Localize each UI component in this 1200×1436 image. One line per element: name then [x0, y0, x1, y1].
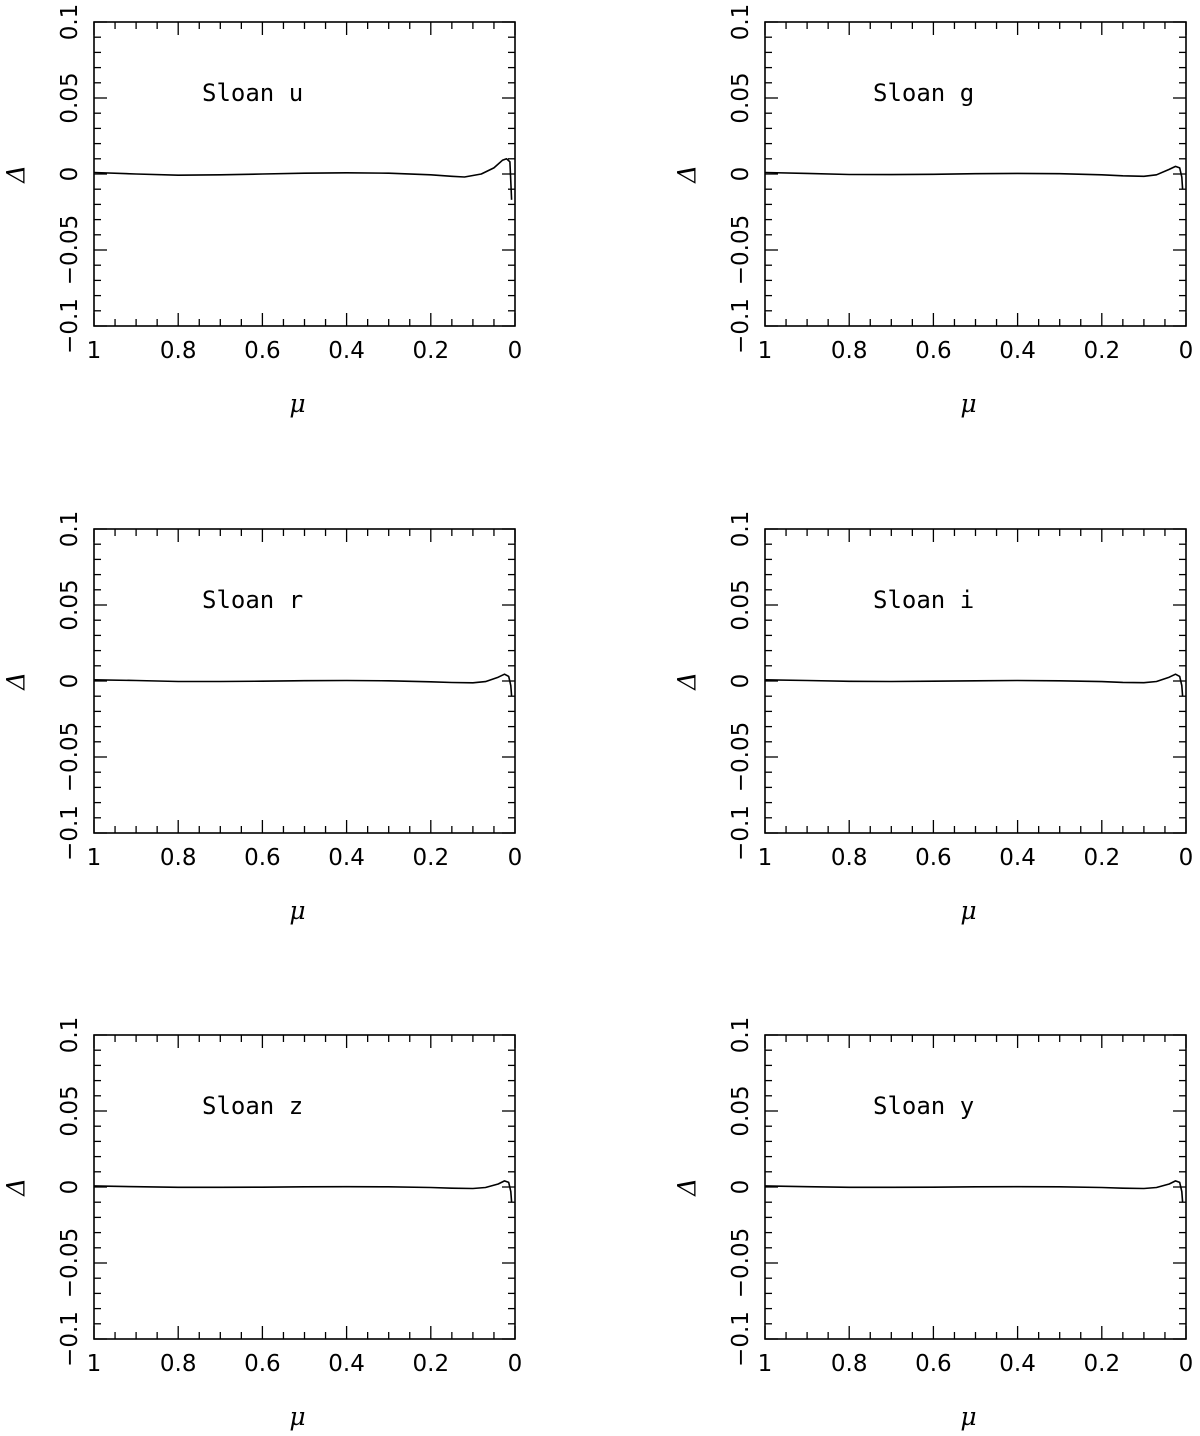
y-tick-label: 0.05 [728, 72, 754, 123]
y-tick-label: −0.05 [57, 722, 83, 792]
panel-label: Sloan g [873, 79, 974, 107]
x-tick-label: 0.8 [831, 1351, 868, 1377]
y-tick-label: 0.1 [728, 4, 754, 41]
series-line [764, 1180, 1184, 1203]
x-tick-label: 0 [508, 338, 523, 364]
x-tick-label: 0.6 [244, 845, 281, 871]
y-tick-label: 0.05 [728, 579, 754, 630]
x-tick-label: 0.2 [413, 1351, 450, 1377]
y-tick-label: 0.05 [57, 72, 83, 123]
y-tick-label: 0.1 [57, 1017, 83, 1054]
y-tick-label: −0.05 [728, 1228, 754, 1298]
x-tick-label: 1 [87, 1351, 102, 1377]
y-tick-label: −0.1 [728, 805, 754, 861]
y-tick-label: 0 [728, 167, 754, 182]
y-tick-label: 0 [728, 1180, 754, 1195]
x-tick-label: 0.8 [831, 845, 868, 871]
y-tick-label: −0.1 [57, 1311, 83, 1367]
x-tick-label: 0 [1179, 1351, 1194, 1377]
panel-label: Sloan y [873, 1092, 974, 1120]
x-tick-label: 0.4 [328, 1351, 365, 1377]
chart-panel-6: 1 0.8 0.6 0.4 0.2 0 −0.1 −0.05 0 0.05 0.1 μ Δ Sloan y [673, 1017, 1194, 1431]
x-tick-label: 0.2 [413, 338, 450, 364]
y-tick-label: −0.05 [57, 215, 83, 285]
y-tick-label: 0 [57, 167, 83, 182]
x-tick-label: 0.8 [831, 338, 868, 364]
x-tick-label: 0.4 [328, 338, 365, 364]
y-tick-label: 0.05 [57, 1085, 83, 1136]
x-axis-label: μ [960, 1402, 976, 1431]
x-tick-label: 0.2 [413, 845, 450, 871]
series-line [93, 673, 513, 697]
y-tick-label: 0.1 [57, 4, 83, 41]
x-axis-label: μ [289, 896, 305, 925]
y-tick-label: −0.05 [728, 722, 754, 792]
chart-panel-5: 1 0.8 0.6 0.4 0.2 0 −0.1 −0.05 0 0.05 0.1 μ Δ Sloan z [2, 1017, 523, 1431]
y-tick-label: 0.05 [728, 1085, 754, 1136]
y-tick-label: 0.1 [728, 511, 754, 548]
x-tick-label: 0.4 [999, 338, 1036, 364]
y-axis-label: Δ [673, 672, 702, 691]
x-axis-label: μ [960, 389, 976, 418]
chart-panel-3: 1 0.8 0.6 0.4 0.2 0 −0.1 −0.05 0 0.05 0.1 μ Δ Sloan r [2, 511, 523, 925]
chart-panel-1: 1 0.8 0.6 0.4 0.2 0 −0.1 −0.05 0 0.05 0.1 μ Δ Sloan u [2, 4, 523, 418]
y-axis-label: Δ [673, 1178, 702, 1197]
chart-panel-4: 1 0.8 0.6 0.4 0.2 0 −0.1 −0.05 0 0.05 0.1 μ Δ Sloan i [673, 511, 1194, 925]
series-line [764, 165, 1184, 190]
x-tick-label: 0.8 [160, 338, 197, 364]
panel-label: Sloan z [202, 1092, 303, 1120]
y-tick-label: 0.1 [57, 511, 83, 548]
series-line [93, 1180, 513, 1203]
x-tick-label: 0 [1179, 338, 1194, 364]
panel-label: Sloan r [202, 586, 303, 614]
y-tick-label: 0.05 [57, 579, 83, 630]
y-tick-label: −0.1 [57, 298, 83, 354]
x-tick-label: 0.6 [915, 845, 952, 871]
y-axis-label: Δ [2, 672, 31, 691]
y-tick-label: −0.05 [728, 215, 754, 285]
panel-label: Sloan u [202, 79, 303, 107]
x-axis-label: μ [289, 389, 305, 418]
x-tick-label: 0.6 [915, 1351, 952, 1377]
series-line [764, 673, 1184, 697]
x-tick-label: 0.2 [1084, 338, 1121, 364]
x-tick-label: 0 [1179, 845, 1194, 871]
x-tick-label: 1 [87, 338, 102, 364]
y-axis-label: Δ [2, 1178, 31, 1197]
x-tick-label: 0.6 [244, 338, 281, 364]
y-axis-label: Δ [673, 165, 702, 184]
y-tick-label: −0.1 [728, 1311, 754, 1367]
x-tick-label: 0.2 [1084, 1351, 1121, 1377]
x-tick-label: 1 [758, 338, 773, 364]
y-tick-label: −0.1 [57, 805, 83, 861]
x-axis-label: μ [289, 1402, 305, 1431]
x-tick-label: 0 [508, 1351, 523, 1377]
x-tick-label: 0.2 [1084, 845, 1121, 871]
x-axis-label: μ [960, 896, 976, 925]
x-tick-label: 1 [87, 845, 102, 871]
x-tick-label: 0.4 [328, 845, 365, 871]
x-tick-label: 0.8 [160, 845, 197, 871]
panel-label: Sloan i [873, 586, 974, 614]
chart-panel-2: 1 0.8 0.6 0.4 0.2 0 −0.1 −0.05 0 0.05 0.1 μ Δ Sloan g [673, 4, 1194, 418]
y-tick-label: −0.1 [728, 298, 754, 354]
x-tick-label: 0.8 [160, 1351, 197, 1377]
x-tick-label: 0.6 [915, 338, 952, 364]
y-tick-label: 0 [728, 674, 754, 689]
x-tick-label: 0.6 [244, 1351, 281, 1377]
series-line [93, 158, 513, 200]
x-tick-label: 1 [758, 1351, 773, 1377]
x-tick-label: 0.4 [999, 845, 1036, 871]
y-tick-label: −0.05 [57, 1228, 83, 1298]
y-tick-label: 0.1 [728, 1017, 754, 1054]
x-tick-label: 1 [758, 845, 773, 871]
y-axis-label: Δ [2, 165, 31, 184]
y-tick-label: 0 [57, 674, 83, 689]
y-tick-label: 0 [57, 1180, 83, 1195]
x-tick-label: 0 [508, 845, 523, 871]
x-tick-label: 0.4 [999, 1351, 1036, 1377]
